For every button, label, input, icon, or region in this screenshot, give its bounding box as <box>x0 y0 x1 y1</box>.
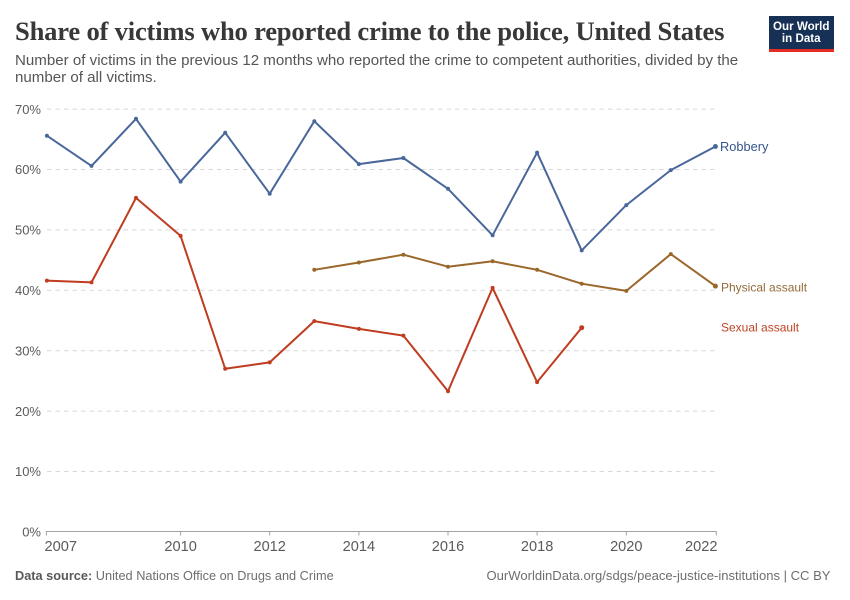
svg-text:2020: 2020 <box>610 539 642 555</box>
svg-text:Sexual assault: Sexual assault <box>721 321 800 335</box>
svg-text:2007: 2007 <box>45 539 77 555</box>
svg-text:2016: 2016 <box>432 539 464 555</box>
svg-text:0%: 0% <box>22 525 41 540</box>
svg-text:60%: 60% <box>15 162 41 177</box>
svg-text:2014: 2014 <box>343 539 375 555</box>
svg-text:2010: 2010 <box>164 539 196 555</box>
svg-text:50%: 50% <box>15 223 41 238</box>
svg-text:2022: 2022 <box>685 539 717 555</box>
svg-text:Robbery: Robbery <box>720 139 769 154</box>
svg-text:20%: 20% <box>15 404 41 419</box>
svg-text:70%: 70% <box>15 102 41 117</box>
svg-text:2012: 2012 <box>253 539 285 555</box>
svg-text:2018: 2018 <box>521 539 553 555</box>
svg-text:10%: 10% <box>15 464 41 479</box>
svg-text:40%: 40% <box>15 283 41 298</box>
svg-text:30%: 30% <box>15 343 41 358</box>
svg-text:Physical assault: Physical assault <box>721 281 808 295</box>
